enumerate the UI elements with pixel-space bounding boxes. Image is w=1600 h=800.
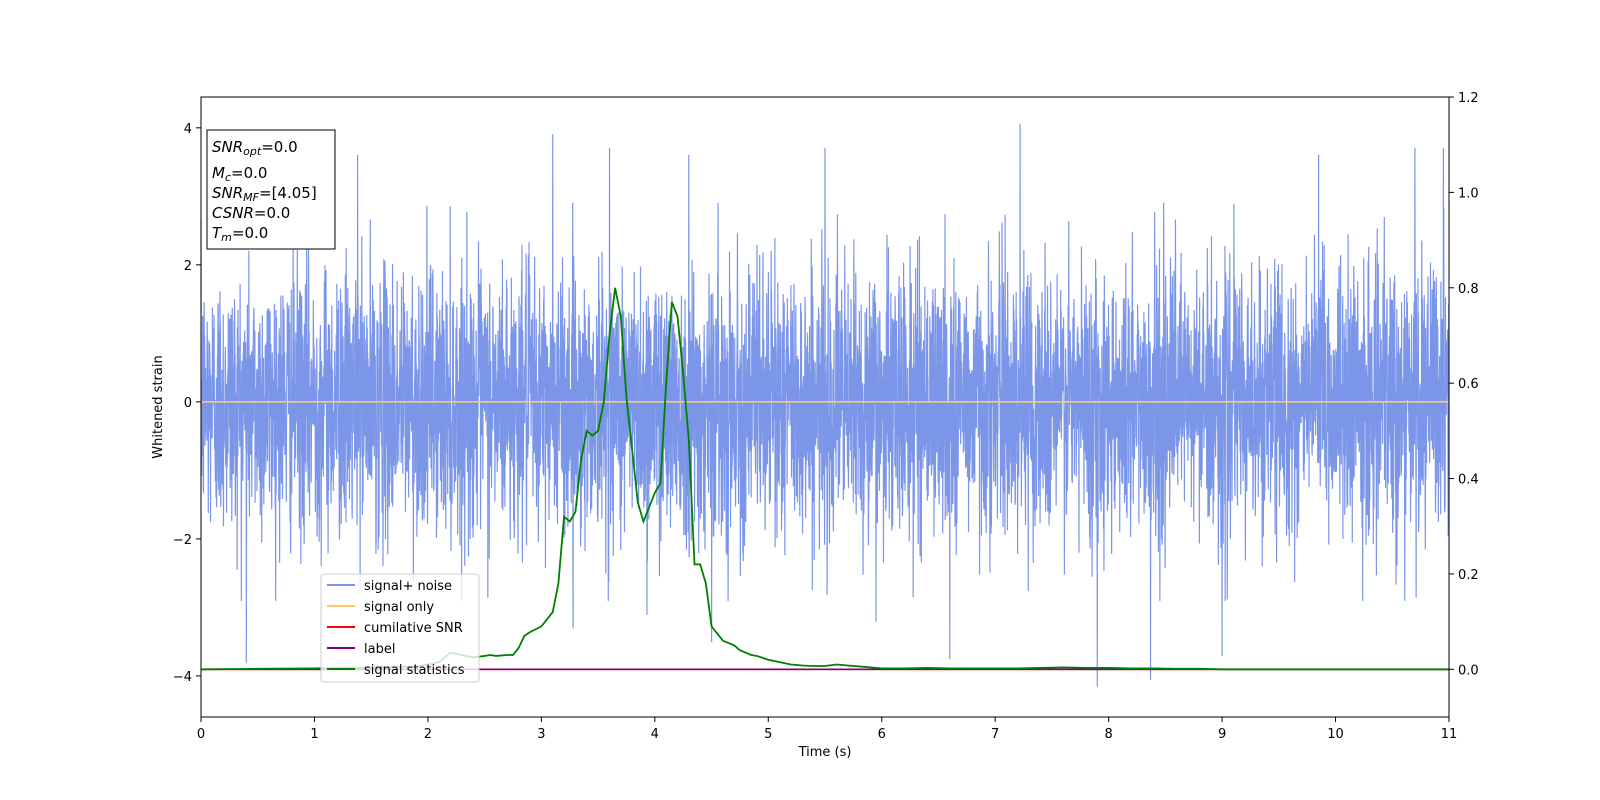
y2-tick-label: 0.6 (1458, 377, 1479, 392)
tm-symbol: T (212, 224, 223, 242)
x-axis: 0 1 2 3 4 5 6 7 8 9 10 11 (197, 717, 1457, 742)
mc-text: Mc=0.0 (212, 164, 267, 184)
y-tick-label: 4 (184, 122, 192, 137)
x-tick-label: 1 (310, 727, 318, 742)
snr-opt-subscript: opt (243, 145, 262, 158)
y2-tick-label: 0.4 (1458, 473, 1479, 488)
x-tick-label: 10 (1327, 727, 1344, 742)
x-tick-label: 7 (991, 727, 999, 742)
y2-tick-label: 1.2 (1458, 91, 1479, 106)
x-tick-label: 6 (878, 727, 886, 742)
snr-opt-value: =0.0 (261, 138, 297, 156)
legend-label-label: label (364, 642, 395, 657)
y2-tick-label: 0.2 (1458, 568, 1479, 583)
x-tick-label: 2 (424, 727, 432, 742)
tm-text: Tm=0.0 (212, 224, 268, 244)
csnr-value: =0.0 (254, 204, 290, 222)
x-tick-label: 3 (537, 727, 545, 742)
y2-tick-label: 1.0 (1458, 186, 1479, 201)
y2-tick-label: 0.8 (1458, 282, 1479, 297)
mc-subscript: c (225, 171, 231, 184)
plot-frame (200, 96, 1450, 718)
legend-label-signal-noise: signal+ noise (364, 579, 452, 594)
mc-symbol: M (212, 164, 225, 182)
y-tick-label: −4 (173, 670, 192, 685)
info-box: SNRopt=0.0 Mc=0.0 SNRMF=[4.05] CSNR=0.0 … (206, 129, 336, 250)
snr-mf-subscript: MF (243, 191, 259, 204)
y-axis-right: 0.0 0.2 0.4 0.6 0.8 1.0 1.2 (1449, 91, 1479, 678)
info-box-frame (206, 129, 336, 250)
legend-label-signal-statistics: signal statistics (364, 663, 465, 678)
x-tick-label: 5 (764, 727, 772, 742)
x-axis-label: Time (s) (798, 745, 852, 760)
x-tick-label: 0 (197, 727, 205, 742)
signal-statistics-line (200, 287, 1449, 671)
x-tick-label: 8 (1104, 727, 1112, 742)
csnr-text: CSNR=0.0 (212, 204, 290, 222)
y2-tick-label: 0.0 (1458, 663, 1479, 678)
mc-value: =0.0 (231, 164, 267, 182)
snr-opt-symbol: SNR (212, 138, 243, 156)
legend: signal+ noise signal only cumilative SNR… (320, 573, 480, 683)
tm-subscript: m (221, 231, 232, 244)
x-tick-label: 4 (651, 727, 659, 742)
csnr-symbol: CSNR (212, 204, 254, 222)
snr-mf-symbol: SNR (212, 184, 243, 202)
legend-label-cumulative-snr: cumilative SNR (364, 621, 463, 636)
snr-opt-text: SNRopt=0.0 (212, 138, 298, 158)
x-tick-label: 9 (1218, 727, 1226, 742)
legend-frame (320, 573, 480, 683)
y-axis-label: Whitened strain (151, 355, 166, 458)
snr-mf-value: =[4.05] (259, 184, 317, 202)
y-tick-label: 2 (184, 259, 192, 274)
signal-noise-series (200, 123, 1450, 687)
y-axis-left: −4 −2 0 2 4 (173, 122, 201, 685)
y-tick-label: −2 (173, 533, 192, 548)
legend-label-signal-only: signal only (364, 600, 434, 615)
snr-mf-text: SNRMF=[4.05] (212, 184, 317, 204)
tm-value: =0.0 (232, 224, 268, 242)
y-tick-label: 0 (184, 396, 192, 411)
x-tick-label: 11 (1441, 727, 1458, 742)
signal-noise-line (200, 123, 1450, 687)
